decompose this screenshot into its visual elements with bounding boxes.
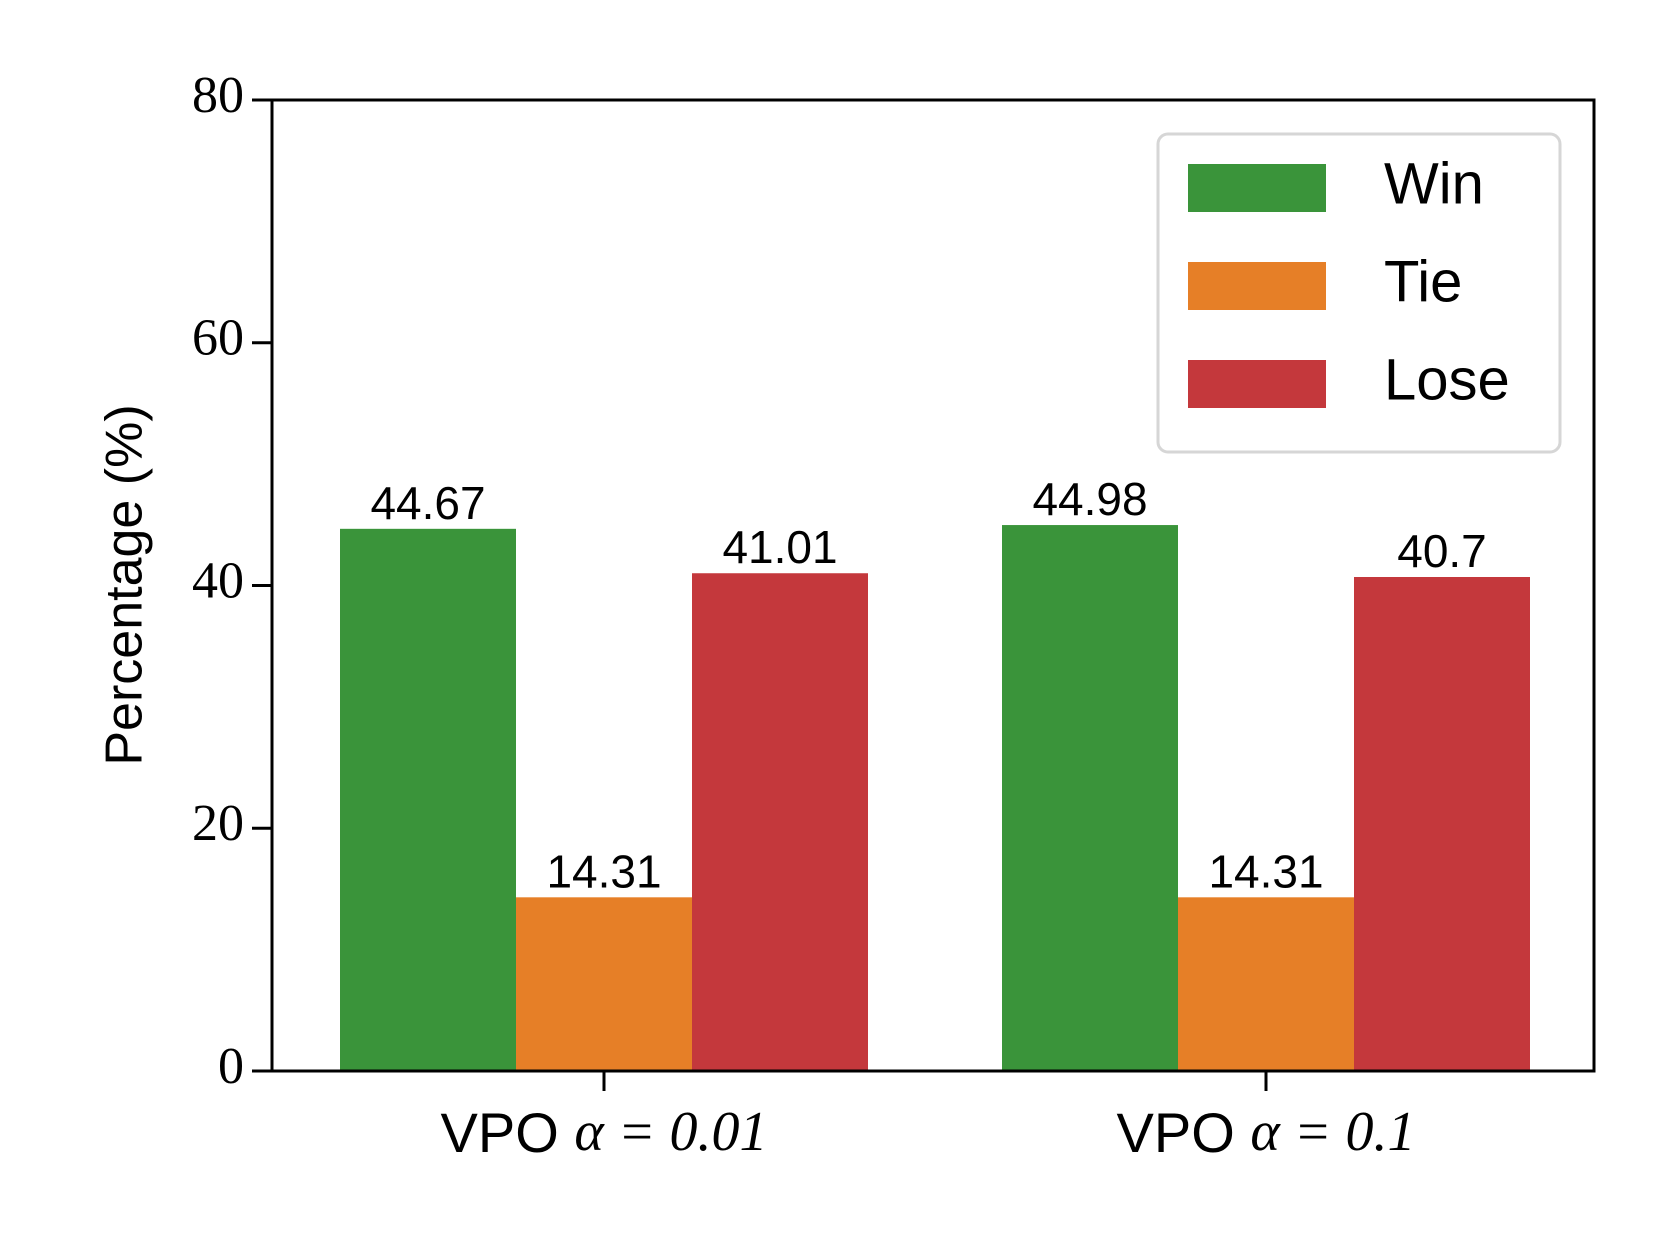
bar-value-label: 40.7 [1397, 525, 1487, 577]
y-axis: 0 20 40 60 80 [192, 67, 272, 1095]
bar-tie-2 [1178, 897, 1354, 1071]
bar-value-label: 14.31 [546, 845, 661, 897]
bar-value-labels: 44.67 44.98 14.31 14.31 41.01 40.7 [370, 473, 1486, 897]
x-tick-label-prefix: VPO [1116, 1101, 1250, 1164]
bar-value-label: 44.98 [1032, 473, 1147, 525]
legend: Win Tie Lose [1156, 132, 1562, 454]
bar-tie-1 [516, 897, 692, 1071]
bar-win-1 [340, 528, 516, 1071]
y-tick-label: 60 [192, 310, 244, 367]
x-tick-label-math: α = 0.1 [1250, 1101, 1415, 1163]
bars-layer [340, 525, 1530, 1071]
x-tick-label: VPO α = 0.1 [1116, 1101, 1415, 1164]
y-tick-label: 80 [192, 67, 244, 124]
y-tick-label: 20 [192, 795, 244, 852]
legend-swatch-lose [1188, 360, 1326, 408]
bar-lose-2 [1354, 577, 1530, 1071]
legend-swatch-win [1188, 164, 1326, 212]
bar-value-label: 44.67 [370, 477, 485, 529]
legend-label-lose: Lose [1384, 347, 1510, 412]
legend-label-tie: Tie [1384, 249, 1462, 314]
bar-lose-1 [692, 573, 868, 1071]
legend-swatch-tie [1188, 262, 1326, 310]
x-tick-label-prefix: VPO [440, 1101, 574, 1164]
y-tick-label: 40 [192, 552, 244, 609]
legend-label-win: Win [1384, 151, 1484, 216]
bar-value-label: 41.01 [722, 521, 837, 573]
bar-win-2 [1002, 525, 1178, 1071]
x-tick-label: VPO α = 0.01 [440, 1101, 767, 1164]
bar-value-label: 14.31 [1208, 845, 1323, 897]
y-axis-label: Percentage (%) [96, 404, 154, 765]
y-tick-label: 0 [218, 1038, 244, 1095]
x-tick-label-math: α = 0.01 [574, 1101, 767, 1163]
x-axis: VPO α = 0.01 VPO α = 0.1 [440, 1071, 1416, 1164]
